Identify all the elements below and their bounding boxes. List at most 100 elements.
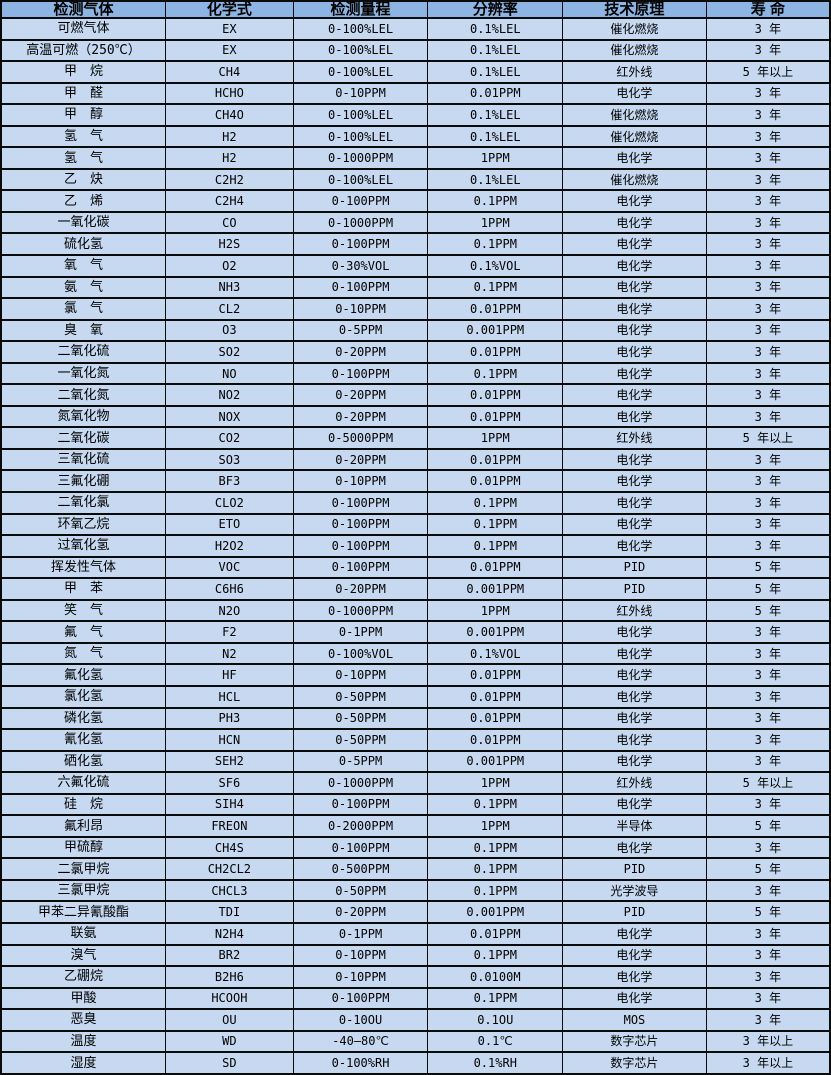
cell-resolution: 0.1PPM [427,857,564,881]
cell-principle: 电化学 [562,447,707,472]
cell-formula: OU [165,1008,294,1032]
cell-range: 0-20PPM [292,404,429,429]
cell-gas: 磷化氢 [0,706,167,731]
cell-range: 0-1000PPM [292,771,429,795]
cell-resolution: 1PPM [427,210,564,235]
table-row: 氮氧化物 NOX 0-20PPM 0.01PPM 电化学 3 年 [0,404,831,429]
cell-formula: CH4O [165,103,294,127]
cell-gas: 二氯甲烷 [0,857,167,881]
cell-gas: 乙 烯 [0,189,167,213]
cell-gas: 一氧化碳 [0,210,167,235]
table-row: 挥发性气体 VOC 0-100PPM 0.01PPM PID 5 年 [0,555,831,580]
cell-resolution: 0.01PPM [427,383,564,407]
cell-gas: 联氨 [0,921,167,946]
table-row: 氢 气 H2 0-100%LEL 0.1%LEL 催化燃烧 3 年 [0,124,831,149]
cell-resolution: 0.01PPM [427,297,564,321]
cell-formula: NOX [165,404,294,429]
cell-resolution: 0.1PPM [427,534,564,558]
column-header-gas: 检测气体 [0,0,167,19]
cell-lifespan: 5 年 [705,598,831,623]
cell-resolution: 0.1PPM [427,986,564,1011]
table-row: 二氧化碳 CO2 0-5000PPM 1PPM 红外线 5 年以上 [0,426,831,450]
cell-range: 0-50PPM [292,878,429,903]
cell-gas: 甲硫醇 [0,835,167,860]
cell-resolution: 0.1%LEL [427,17,564,41]
cell-range: 0-1000PPM [292,146,429,170]
cell-formula: CHCL3 [165,878,294,903]
cell-lifespan: 3 年 [705,232,831,256]
cell-lifespan: 3 年 [705,81,831,106]
cell-lifespan: 3 年 [705,404,831,429]
table-row: 温度 WD -40—80℃ 0.1℃ 数字芯片 3 年以上 [0,1029,831,1054]
cell-principle: 电化学 [562,404,707,429]
cell-formula: H2 [165,124,294,149]
cell-gas: 甲 烷 [0,60,167,84]
cell-range: 0-10PPM [292,469,429,494]
cell-formula: N2O [165,598,294,623]
table-row: 甲酸 HCOOH 0-100PPM 0.1PPM 电化学 3 年 [0,986,831,1011]
table-row: 一氧化碳 CO 0-1000PPM 1PPM 电化学 3 年 [0,210,831,235]
table-row: 三氯甲烷 CHCL3 0-50PPM 0.1PPM 光学波导 3 年 [0,878,831,903]
cell-gas: 硅 烷 [0,792,167,817]
cell-principle: 红外线 [562,426,707,450]
cell-lifespan: 5 年 [705,857,831,881]
cell-lifespan: 3 年 [705,297,831,321]
cell-principle: 电化学 [562,383,707,407]
cell-formula: CLO2 [165,491,294,515]
cell-principle: 电化学 [562,469,707,494]
cell-range: 0-20PPM [292,383,429,407]
table-row: 硅 烷 SIH4 0-100PPM 0.1PPM 电化学 3 年 [0,792,831,817]
cell-range: 0-50PPM [292,706,429,731]
cell-range: 0-100%LEL [292,17,429,41]
cell-principle: 电化学 [562,534,707,558]
cell-principle: 电化学 [562,297,707,321]
cell-resolution: 0.01PPM [427,555,564,580]
cell-resolution: 0.1℃ [427,1029,564,1054]
cell-formula: SD [165,1051,294,1075]
cell-lifespan: 5 年 [705,555,831,580]
cell-formula: C6H6 [165,577,294,601]
cell-range: 0-100PPM [292,232,429,256]
cell-lifespan: 5 年 [705,814,831,838]
cell-range: 0-10PPM [292,663,429,687]
cell-gas: 溴气 [0,943,167,968]
column-header-range: 检测量程 [292,0,429,19]
cell-principle: 光学波导 [562,878,707,903]
cell-lifespan: 3 年 [705,210,831,235]
cell-gas: 氮氧化物 [0,404,167,429]
cell-lifespan: 3 年 [705,469,831,494]
table-row: 硒化氢 SEH2 0-5PPM 0.001PPM 电化学 3 年 [0,749,831,774]
table-row: 氰化氢 HCN 0-50PPM 0.01PPM 电化学 3 年 [0,728,831,752]
cell-resolution: 0.01PPM [427,340,564,364]
cell-resolution: 0.01PPM [427,663,564,687]
cell-principle: 电化学 [562,81,707,106]
cell-resolution: 0.001PPM [427,900,564,924]
cell-principle: 催化燃烧 [562,103,707,127]
column-header-principle: 技术原理 [562,0,707,19]
cell-lifespan: 3 年 [705,620,831,644]
cell-gas: 硫化氢 [0,232,167,256]
table-row: 甲 苯 C6H6 0-20PPM 0.001PPM PID 5 年 [0,577,831,601]
cell-gas: 氮 气 [0,641,167,666]
cell-gas: 湿度 [0,1051,167,1075]
cell-formula: EX [165,17,294,41]
cell-gas: 三氯甲烷 [0,878,167,903]
cell-range: 0-10PPM [292,965,429,989]
cell-lifespan: 3 年 [705,641,831,666]
cell-principle: 电化学 [562,663,707,687]
cell-range: 0-100PPM [292,491,429,515]
cell-principle: 电化学 [562,706,707,731]
cell-range: 0-100PPM [292,986,429,1011]
cell-principle: PID [562,857,707,881]
cell-gas: 一氧化氮 [0,361,167,386]
cell-gas: 甲 醛 [0,81,167,106]
table-row: 环氧乙烷 ETO 0-100PPM 0.1PPM 电化学 3 年 [0,512,831,537]
cell-lifespan: 3 年 [705,17,831,41]
cell-principle: 电化学 [562,965,707,989]
cell-range: 0-100PPM [292,792,429,817]
cell-gas: 氢 气 [0,146,167,170]
cell-gas: 硒化氢 [0,749,167,774]
cell-range: 0-1000PPM [292,210,429,235]
table-row: 联氨 N2H4 0-1PPM 0.01PPM 电化学 3 年 [0,921,831,946]
cell-resolution: 0.1PPM [427,512,564,537]
